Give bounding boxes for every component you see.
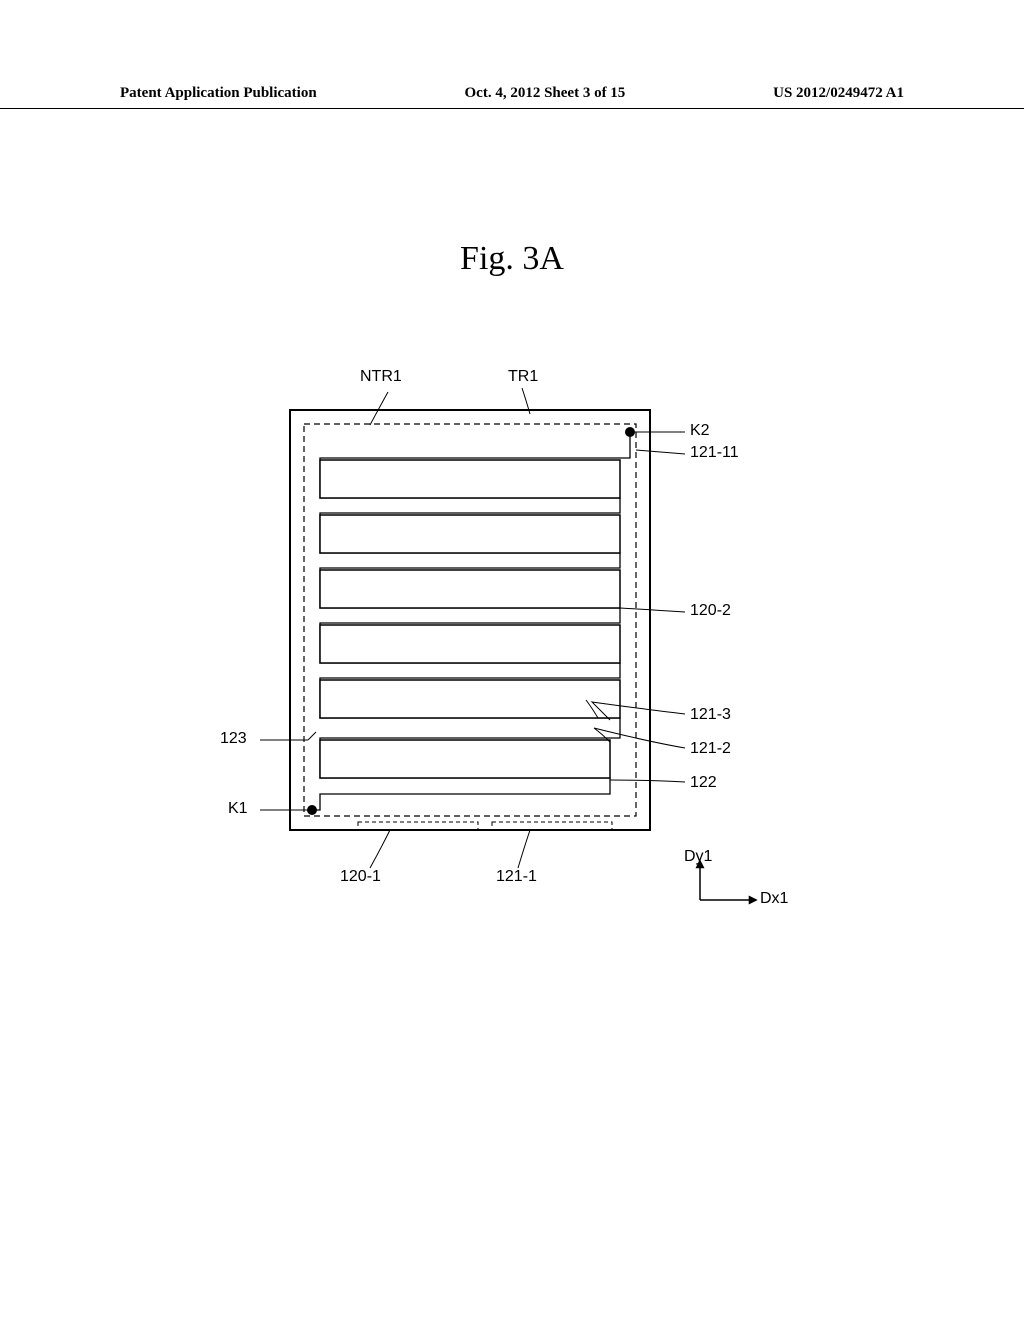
label-k2: K2 [690, 422, 710, 440]
bar-1 [320, 460, 620, 498]
bar-3 [320, 570, 620, 608]
bar-2 [320, 515, 620, 553]
label-k1: K1 [228, 800, 248, 818]
leader-120-1 [370, 830, 390, 868]
leader-ntr1 [370, 392, 388, 425]
leader-121-11 [636, 450, 685, 454]
label-120-2: 120-2 [690, 602, 731, 620]
label-121-2: 121-2 [690, 740, 731, 758]
figure-diagram: NTR1 TR1 K2 121-11 120-2 121-3 121-2 122… [230, 370, 790, 950]
label-122: 122 [690, 774, 717, 792]
label-dx1: Dx1 [760, 890, 788, 908]
label-tr1: TR1 [508, 368, 538, 386]
ntr-pad-right [492, 822, 612, 830]
label-121-11: 121-11 [690, 444, 739, 462]
leader-122 [610, 780, 685, 782]
label-dy1: Dy1 [684, 848, 712, 866]
page-header: Patent Application Publication Oct. 4, 2… [0, 85, 1024, 109]
bar-5 [320, 680, 620, 718]
figure-title: Fig. 3A [0, 240, 1024, 278]
label-121-1: 121-1 [496, 868, 537, 886]
leader-121-1 [518, 830, 530, 868]
label-123: 123 [220, 730, 247, 748]
label-ntr1: NTR1 [360, 368, 402, 386]
leader-120-2 [620, 608, 685, 612]
label-120-1: 120-1 [340, 868, 381, 886]
header-right: US 2012/0249472 A1 [773, 85, 904, 102]
ntr-pad-left [358, 822, 478, 830]
header-left: Patent Application Publication [120, 85, 317, 102]
header-center: Oct. 4, 2012 Sheet 3 of 15 [465, 85, 626, 102]
leader-123-hook [308, 732, 316, 740]
bar-6 [320, 740, 610, 778]
label-121-3: 121-3 [690, 706, 731, 724]
bar-4 [320, 625, 620, 663]
